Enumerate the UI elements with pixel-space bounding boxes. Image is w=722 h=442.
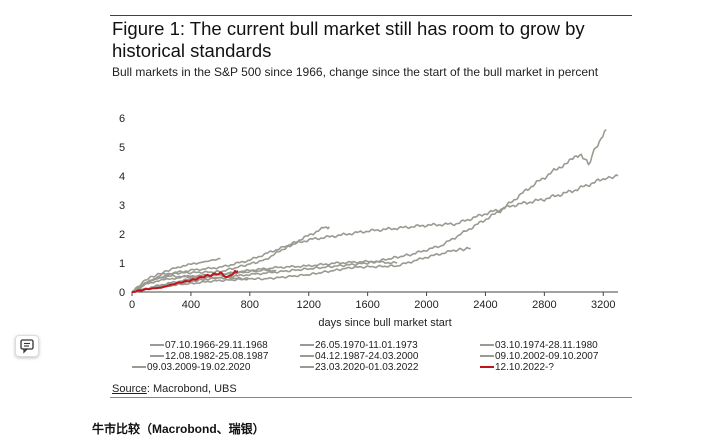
legend-swatch (300, 355, 314, 358)
bottom-rule (110, 397, 632, 398)
x-tick-label: 2400 (473, 299, 497, 311)
legend-item: 23.03.2020-01.03.2022 (300, 362, 418, 374)
axes: 0 400 800 1200 1600 2000 2400 2800 3200 0 1 2 3 4 5 6 da… (119, 113, 618, 329)
legend-item: 12.08.1982-25.08.1987 (150, 351, 268, 363)
legend-label: 09.10.2002-09.10.2007 (495, 351, 599, 362)
x-tick-label: 3200 (591, 299, 615, 311)
y-tick-label: 3 (119, 200, 125, 212)
legend-item: 12.10.2022-? (480, 362, 554, 374)
legend-label: 04.12.1987-24.03.2000 (315, 351, 419, 362)
legend-swatch (300, 344, 314, 347)
x-tick-label: 800 (241, 299, 259, 311)
legend: 07.10.1966-29.11.1968 26.05.1970-11.01.19… (110, 340, 632, 376)
chat-bubble-icon[interactable] (15, 335, 39, 357)
legend-label: 23.03.2020-01.03.2022 (315, 362, 419, 373)
source-label: Source (112, 383, 147, 395)
y-tick-label: 5 (119, 142, 125, 154)
series-line-3 (131, 226, 330, 293)
legend-item: 03.10.1974-28.11.1980 (480, 340, 598, 352)
legend-label: 07.10.1966-29.11.1968 (165, 340, 268, 351)
source-note: Source: Macrobond, UBS (112, 383, 237, 395)
legend-label: 12.08.1982-25.08.1987 (165, 351, 269, 362)
chart-title: Figure 1: The current bull market still … (112, 18, 585, 61)
legend-label: 12.10.2022-? (495, 362, 554, 373)
plot-area (131, 129, 619, 293)
legend-swatch (480, 344, 494, 347)
legend-item: 26.05.1970-11.01.1973 (300, 340, 418, 352)
legend-item: 09.10.2002-09.10.2007 (480, 351, 598, 363)
figure: Figure 1: The current bull market still … (110, 10, 632, 402)
series-line-2 (131, 246, 471, 293)
x-tick-label: 1200 (296, 299, 320, 311)
source-text: : Macrobond, UBS (146, 383, 237, 395)
x-tick-label: 400 (182, 299, 200, 311)
x-axis-label: days since bull market start (318, 317, 451, 329)
legend-item: 04.12.1987-24.03.2000 (300, 351, 418, 363)
y-tick-label: 6 (119, 113, 125, 125)
top-rule (110, 15, 632, 16)
legend-swatch (480, 366, 494, 369)
y-tick-label: 0 (119, 287, 125, 299)
legend-swatch (150, 355, 164, 358)
series-line-7 (131, 257, 221, 293)
series-line-4 (131, 129, 607, 293)
series-line-8 (131, 269, 239, 293)
x-tick-label: 1600 (355, 299, 379, 311)
series-line-6 (131, 174, 619, 293)
x-tick-label: 2000 (414, 299, 438, 311)
legend-item: 07.10.1966-29.11.1968 (150, 340, 268, 352)
legend-label: 26.05.1970-11.01.1973 (315, 340, 418, 351)
chart-subtitle: Bull markets in the S&P 500 since 1966, … (112, 65, 599, 79)
legend-item: 09.03.2009-19.02.2020 (132, 362, 250, 374)
legend-swatch (132, 366, 146, 369)
x-tick-label: 0 (129, 299, 135, 311)
x-tick-label: 2800 (532, 299, 556, 311)
image-caption: 牛市比较（Macrobond、瑞银） (92, 422, 265, 436)
line-chart: 0 400 800 1200 1600 2000 2400 2800 3200 0 1 2 3 4 5 6 da… (119, 113, 619, 329)
legend-swatch (150, 344, 164, 347)
legend-swatch (480, 355, 494, 358)
y-tick-label: 4 (119, 171, 125, 183)
legend-label: 03.10.1974-28.11.1980 (495, 340, 598, 351)
legend-label: 09.03.2009-19.02.2020 (147, 362, 251, 373)
y-tick-label: 1 (119, 258, 125, 270)
y-tick-label: 2 (119, 229, 125, 241)
legend-swatch (300, 366, 314, 369)
